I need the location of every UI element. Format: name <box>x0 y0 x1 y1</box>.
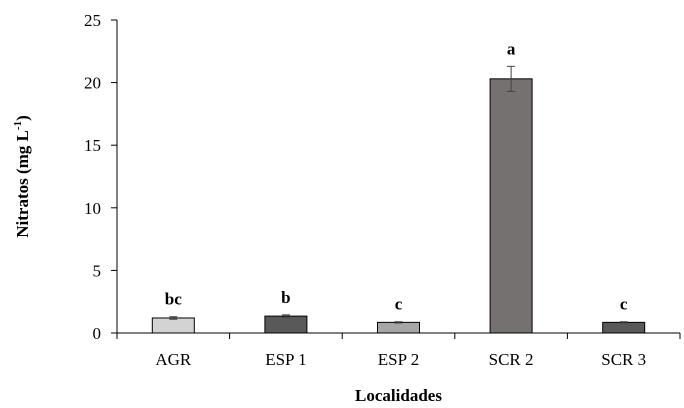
bar-esp-2 <box>377 321 420 334</box>
significance-label: bc <box>165 290 182 309</box>
x-tick-label: ESP 1 <box>265 350 306 369</box>
y-tick-label: 5 <box>93 261 102 280</box>
x-tick-label: SCR 2 <box>489 350 534 369</box>
y-tick-label: 10 <box>84 199 101 218</box>
y-axis-title-superscript: -1 <box>12 121 24 130</box>
bars <box>151 78 646 334</box>
y-tick-label: 15 <box>84 136 101 155</box>
x-tick-label: AGR <box>155 350 192 369</box>
bar-esp-1 <box>264 315 308 334</box>
y-axis-title-close: ) <box>13 115 32 121</box>
significance-label: c <box>620 295 628 314</box>
y-tick-label: 0 <box>93 324 102 343</box>
significance-labels: bc b cac <box>165 39 628 313</box>
y-axis-title: Nitratos (mg L-1) <box>12 115 32 238</box>
x-tick-label: SCR 3 <box>601 350 646 369</box>
bar-scr-2 <box>489 78 533 334</box>
x-axis: AGR ESP 1 ESP 2 SCR 2 SCR 3 <box>116 332 681 369</box>
bar-scr-3 <box>602 321 646 334</box>
x-axis-title: Localidades <box>355 386 442 405</box>
y-tick-label: 20 <box>84 74 101 93</box>
bar-agr <box>151 317 195 334</box>
y-axis-title-main: Nitratos (mg L <box>13 130 32 238</box>
error-bars <box>169 65 628 324</box>
y-tick-label: 25 <box>84 11 101 30</box>
significance-label: b <box>281 288 290 307</box>
significance-label: a <box>507 39 516 58</box>
significance-label: c <box>395 295 403 314</box>
x-tick-label: ESP 2 <box>378 350 419 369</box>
y-axis: 0 5 10 15 20 25 <box>84 11 118 343</box>
